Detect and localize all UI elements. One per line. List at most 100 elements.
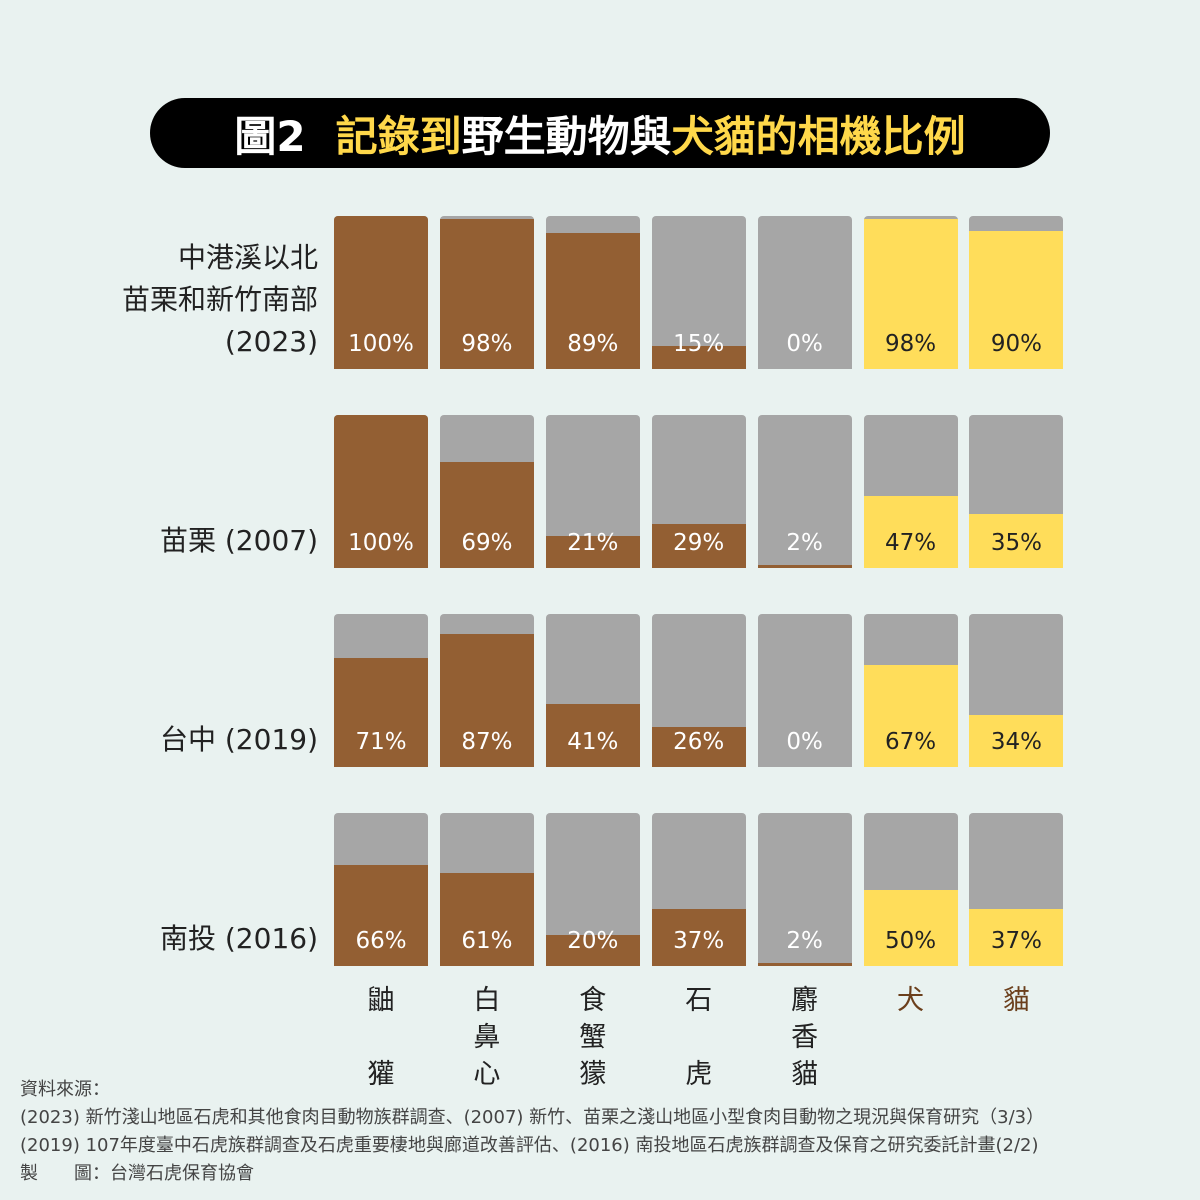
bar bbox=[439, 219, 534, 369]
category-label-char: 石 bbox=[685, 985, 713, 1016]
data-label: 41% bbox=[567, 729, 619, 755]
data-label: 50% bbox=[884, 928, 937, 954]
bar-background: 0% bbox=[757, 614, 852, 767]
row-label-line: (2023) bbox=[224, 325, 318, 358]
bar bbox=[969, 714, 1064, 767]
category-label: 麝香貓 bbox=[758, 982, 852, 1093]
bar-background: 98% bbox=[439, 216, 534, 369]
bar-background: 90% bbox=[969, 216, 1064, 369]
bar bbox=[651, 727, 746, 767]
category-label-char: 獴 bbox=[579, 1059, 607, 1090]
bar-background: 47% bbox=[863, 415, 958, 568]
data-label: 71% bbox=[355, 729, 407, 755]
category-label-char: 獾 bbox=[367, 1059, 395, 1090]
data-label: 98% bbox=[884, 331, 937, 357]
category-label: 白鼻心 bbox=[440, 982, 534, 1093]
data-label: 0% bbox=[786, 729, 823, 755]
bar-background: 100% bbox=[334, 415, 428, 568]
category-label-char: 鼬 bbox=[367, 985, 395, 1016]
category-label-char: 貓 bbox=[1002, 985, 1030, 1016]
bar bbox=[651, 909, 746, 966]
source-heading: 資料來源： bbox=[20, 1079, 110, 1100]
row-label-line: 苗栗和新竹南部 bbox=[121, 283, 318, 316]
data-label: 98% bbox=[461, 331, 513, 357]
data-label: 100% bbox=[348, 530, 414, 556]
row-label-line: 苗栗 (2007) bbox=[159, 524, 318, 557]
row-label: 台中 (2019) bbox=[160, 719, 318, 761]
data-label: 61% bbox=[461, 928, 513, 954]
bar bbox=[439, 872, 534, 966]
bar bbox=[545, 232, 640, 369]
bar-background: 61% bbox=[439, 813, 534, 966]
row-label-line: 台中 (2019) bbox=[159, 723, 318, 756]
data-label: 0% bbox=[786, 331, 823, 357]
chart-title: 圖2 記錄到 野生動物與 犬貓的相機比例 bbox=[150, 98, 1050, 168]
bar-background: 0% bbox=[757, 216, 852, 369]
figure-number: 圖2 bbox=[234, 111, 306, 161]
bar-background: 67% bbox=[863, 614, 958, 767]
bar bbox=[334, 865, 428, 966]
category-label-char: 麝 bbox=[791, 985, 819, 1016]
data-label: 100% bbox=[348, 331, 414, 357]
bar bbox=[969, 909, 1064, 966]
data-label: 15% bbox=[673, 331, 725, 357]
category-label-char: 食 bbox=[579, 985, 607, 1016]
bar-background: 20% bbox=[545, 813, 640, 966]
bar bbox=[651, 346, 746, 369]
data-label: 37% bbox=[673, 928, 725, 954]
category-label: 石 虎 bbox=[652, 982, 746, 1093]
bar-background: 66% bbox=[334, 813, 428, 966]
title-part: 野生動物與 bbox=[461, 111, 672, 161]
category-label-char: 犬 bbox=[897, 985, 924, 1016]
category-label: 食蟹獴 bbox=[546, 982, 640, 1093]
bar bbox=[439, 462, 534, 568]
source-line: (2023) 新竹淺山地區石虎和其他食肉目動物族群調查、(2007) 新竹、苗栗… bbox=[20, 1107, 1045, 1128]
data-label: 35% bbox=[990, 530, 1042, 556]
data-label: 21% bbox=[567, 530, 619, 556]
bar-background: 89% bbox=[545, 216, 640, 369]
category-label-char: 虎 bbox=[685, 1059, 713, 1090]
bar bbox=[545, 704, 640, 767]
bar bbox=[969, 514, 1064, 568]
category-label-char: 蟹 bbox=[579, 1022, 607, 1053]
category-label: 貓 bbox=[969, 982, 1063, 1019]
bar-background: 37% bbox=[969, 813, 1064, 966]
data-label: 29% bbox=[673, 530, 725, 556]
bar bbox=[757, 564, 852, 568]
bar-background: 2% bbox=[757, 415, 852, 568]
row-label-line: 中港溪以北 bbox=[177, 241, 318, 274]
bar bbox=[334, 415, 428, 568]
bar-background: 100% bbox=[334, 216, 428, 369]
bar bbox=[863, 496, 958, 568]
data-label: 89% bbox=[567, 331, 619, 357]
category-label-char: 香 bbox=[791, 1022, 819, 1053]
bar bbox=[969, 231, 1064, 369]
bar bbox=[545, 535, 640, 568]
data-label: 26% bbox=[673, 729, 725, 755]
category-label-char bbox=[652, 1019, 746, 1056]
bar-background: 21% bbox=[545, 415, 640, 568]
bar-background: 69% bbox=[439, 415, 534, 568]
bar-background: 50% bbox=[863, 813, 958, 966]
bar bbox=[863, 889, 958, 966]
bar-background: 26% bbox=[651, 614, 746, 767]
bar-background: 98% bbox=[863, 216, 958, 369]
data-label: 34% bbox=[990, 729, 1042, 755]
bar-background: 71% bbox=[334, 614, 428, 767]
source-line: (2019) 107年度臺中石虎族群調查及石虎重要棲地與廊道改善評估、(2016… bbox=[20, 1135, 1039, 1156]
row-label: 南投 (2016) bbox=[160, 918, 318, 960]
category-label: 鼬 獾 bbox=[334, 982, 428, 1093]
bar-background: 41% bbox=[545, 614, 640, 767]
bar-background: 15% bbox=[651, 216, 746, 369]
data-label: 47% bbox=[884, 530, 937, 556]
bar bbox=[863, 219, 958, 369]
data-label: 87% bbox=[461, 729, 513, 755]
category-label-char: 鼻 bbox=[473, 1022, 501, 1053]
source-note: 資料來源： (2023) 新竹淺山地區石虎和其他食肉目動物族群調查、(2007)… bbox=[20, 1076, 1044, 1188]
bar bbox=[545, 935, 640, 966]
bar-background: 35% bbox=[969, 415, 1064, 568]
bar-background: 34% bbox=[969, 614, 1064, 767]
category-label-char: 白 bbox=[473, 985, 501, 1016]
bar-background: 87% bbox=[439, 614, 534, 767]
